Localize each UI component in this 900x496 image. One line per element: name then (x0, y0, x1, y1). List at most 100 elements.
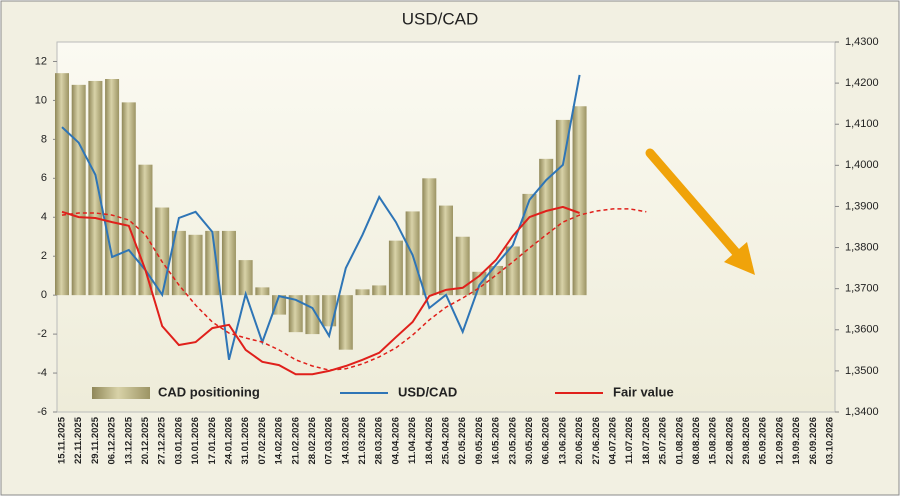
x-tick-label: 22.11.2025 (73, 416, 84, 464)
y-tick-label: 12 (35, 55, 47, 67)
x-tick-label: 29.11.2025 (90, 416, 101, 464)
x-tick-label: 15.08.2026 (708, 417, 719, 465)
y2-tick-label: 1,3400 (845, 406, 879, 418)
x-tick-label: 27.06.2026 (591, 417, 602, 465)
x-tick-label: 01.08.2026 (674, 417, 685, 465)
y-tick-label: 10 (35, 94, 47, 106)
x-tick-label: 21.03.2026 (357, 417, 368, 465)
x-tick-label: 03.10.2026 (825, 417, 836, 465)
y2-tick-label: 1,3700 (845, 283, 879, 295)
x-tick-label: 15.11.2025 (57, 416, 68, 464)
x-tick-label: 18.04.2026 (424, 417, 435, 465)
x-tick-label: 22.08.2026 (724, 417, 735, 465)
bar (305, 295, 320, 335)
legend-label: USD/CAD (398, 384, 457, 399)
bar (71, 84, 86, 296)
x-tick-label: 19.09.2026 (791, 417, 802, 465)
line (61, 205, 580, 376)
x-tick-label: 06.06.2026 (541, 417, 552, 465)
x-tick-label: 20.12.2025 (140, 416, 151, 464)
legend-label: CAD positioning (158, 384, 260, 399)
bar (505, 246, 520, 296)
bar (322, 295, 337, 327)
bar (238, 260, 253, 296)
bar (121, 102, 136, 296)
x-tick-label: 27.12.2025 (157, 416, 168, 464)
y-tick-label: -2 (37, 328, 47, 340)
bar (338, 295, 353, 350)
x-tick-label: 03.01.2026 (173, 417, 184, 465)
y-tick-label: -4 (37, 367, 47, 379)
bar (572, 106, 587, 296)
x-tick-label: 21.02.2026 (290, 417, 301, 465)
x-tick-label: 07.03.2026 (324, 417, 335, 465)
x-tick-label: 10.01.2026 (190, 417, 201, 465)
y2-tick-label: 1,4100 (845, 118, 879, 130)
bar (455, 236, 470, 296)
x-tick-label: 17.01.2026 (207, 417, 218, 465)
x-tick-label: 11.07.2026 (624, 417, 635, 464)
y-tick-label: 2 (41, 250, 47, 262)
y2-tick-label: 1,4000 (845, 159, 879, 171)
arrow (645, 148, 755, 275)
bar (355, 289, 370, 296)
bar (55, 73, 69, 296)
legend-swatch (92, 387, 150, 399)
bar (439, 205, 453, 296)
x-tick-label: 06.12.2025 (107, 416, 118, 464)
bar (188, 234, 203, 296)
x-tick-label: 11.04.2026 (407, 417, 418, 464)
bar (388, 240, 403, 296)
bar (155, 207, 170, 296)
x-tick-label: 30.05.2026 (524, 417, 535, 465)
x-tick-label: 25.07.2026 (658, 417, 669, 465)
x-tick-label: 12.09.2026 (774, 417, 785, 465)
x-tick-label: 04.04.2026 (390, 417, 401, 465)
y2-tick-label: 1,3600 (845, 324, 879, 336)
x-tick-label: 18.07.2026 (641, 417, 652, 465)
bar (205, 230, 220, 296)
y2-tick-label: 1,4300 (845, 36, 879, 48)
bar (105, 79, 120, 296)
x-tick-label: 08.08.2026 (691, 417, 702, 465)
bar (88, 80, 103, 296)
y-tick-label: -6 (37, 406, 47, 418)
y2-tick-label: 1,3500 (845, 365, 879, 377)
y-tick-label: 4 (41, 211, 47, 223)
x-tick-label: 13.06.2026 (557, 417, 568, 465)
x-tick-label: 31.01.2026 (240, 417, 251, 465)
x-tick-label: 04.07.2026 (607, 417, 618, 465)
x-tick-label: 24.01.2026 (223, 417, 234, 465)
x-tick-label: 14.02.2026 (274, 417, 285, 465)
y2-tick-label: 1,3800 (845, 241, 879, 253)
x-tick-label: 28.02.2026 (307, 417, 318, 465)
bar (272, 295, 287, 315)
x-tick-label: 20.06.2026 (574, 417, 585, 465)
x-tick-label: 13.12.2025 (123, 416, 134, 464)
dashed-line (61, 208, 647, 371)
line (61, 74, 581, 361)
x-tick-label: 16.05.2026 (491, 417, 502, 465)
x-tick-label: 25.04.2026 (441, 417, 452, 465)
y2-tick-label: 1,3900 (845, 200, 879, 212)
x-tick-label: 05.09.2026 (758, 417, 769, 465)
x-tick-label: 29.08.2026 (741, 417, 752, 465)
x-tick-label: 02.05.2026 (457, 417, 468, 465)
bar (221, 230, 236, 296)
x-tick-label: 09.05.2026 (474, 417, 485, 465)
legend-label: Fair value (613, 384, 674, 399)
y-tick-label: 0 (41, 289, 47, 301)
bar (255, 287, 270, 296)
x-tick-label: 07.02.2026 (257, 417, 268, 465)
x-tick-label: 26.09.2026 (808, 417, 819, 465)
bar (522, 193, 537, 296)
x-tick-label: 28.03.2026 (374, 417, 385, 465)
y2-tick-label: 1,4200 (845, 77, 879, 89)
bar (288, 295, 303, 333)
bar (539, 158, 554, 296)
bar (372, 285, 387, 296)
bar (422, 178, 437, 296)
x-tick-label: 14.03.2026 (340, 417, 351, 465)
chart-title: USD/CAD (402, 9, 479, 28)
